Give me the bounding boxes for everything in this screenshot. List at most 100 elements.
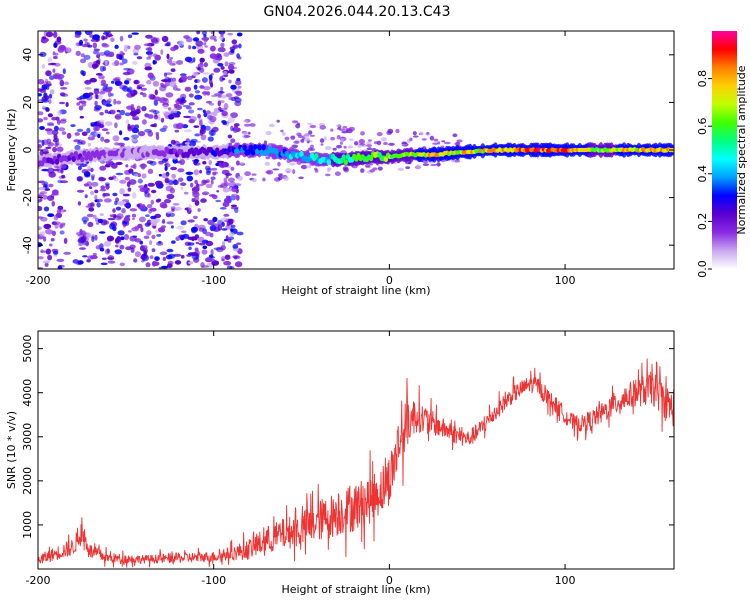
spectrogram-speckle [199,57,205,63]
spectrogram-speckle [194,94,203,100]
spectrogram-speckle [122,223,126,228]
spectrogram-speckle [336,124,342,127]
spectrogram-speckle [124,80,130,85]
spectrogram-speckle [165,116,170,119]
spectrogram-speckle [47,167,55,174]
spectrogram-speckle [203,42,207,46]
spectrogram-speckle [190,182,194,188]
spectrogram-speckle [104,88,112,92]
spectrogram-speckle [193,125,200,128]
spectrogram-speckle [277,161,281,167]
spectrogram-speckle [408,161,412,165]
spectrogram-speckle [244,123,251,127]
spectrogram-speckle [170,166,178,171]
spectrogram-speckle [338,128,346,131]
spectrogram-speckle [210,176,216,180]
spectrogram-speckle [203,86,211,91]
spectrogram-speckle [330,128,334,132]
spectrogram-speckle [38,256,44,260]
spectrogram-speckle [59,224,65,228]
spectrogram-speckle [187,219,195,223]
spectrogram-speckle [309,134,315,137]
spectrogram-speckle [134,251,141,258]
spectrogram-speckle [188,45,192,50]
spectrogram-speckle [92,34,100,40]
spectrogram-speckle [97,133,101,139]
spectrogram-speckle [140,87,147,91]
spectrogram-speckle [354,141,359,146]
spectrogram-speckle [138,216,146,223]
spectrogram-speckle [182,233,190,239]
spectrogram-speckle [223,260,232,266]
spectrogram-speckle [120,236,125,241]
spectrogram-speckle [61,131,67,135]
spectrogram-speckle [100,185,106,190]
spectrogram-speckle [126,105,134,110]
snr-x-tick-label: -100 [201,574,226,587]
spectrogram-ridge [94,149,100,156]
spectrogram-speckle [97,57,101,64]
spectrogram-speckle [60,167,64,174]
spectrogram-speckle [455,141,461,146]
spectrogram-speckle [107,260,116,264]
spectrogram-speckle [181,96,186,102]
spectrogram-speckle [97,218,104,224]
spectrogram-speckle [42,236,47,242]
spectrogram-speckle [94,100,98,107]
spectrogram-speckle [157,114,161,121]
spectrogram-speckle [133,258,138,263]
spectrogram-speckle [199,128,206,135]
spectrogram-speckle [45,108,50,112]
spectrogram-x-tick-label: 100 [555,274,576,287]
spectrogram-speckle [47,254,53,261]
spectrogram-speckle [91,181,99,187]
spectrogram-ylabel: Frequency (Hz) [5,109,18,192]
spectrogram-speckle [236,77,241,82]
spectrogram-speckle [265,130,272,136]
spectrogram-speckle [108,51,115,57]
spectrogram-speckle [332,147,337,151]
spectrogram-speckle [96,202,101,208]
spectrogram-speckle [219,89,224,96]
spectrogram-speckle [119,188,125,195]
spectrogram-speckle [435,163,442,166]
spectrogram-speckle [283,176,289,181]
spectrogram-speckle [342,126,348,129]
spectrogram-speckle [297,134,303,138]
spectrogram-speckle [184,56,193,62]
spectrogram-y-tick-label: -20 [21,189,34,207]
spectrogram-speckle [165,92,174,98]
spectrogram-ridge [257,144,262,151]
spectrogram-speckle [98,231,106,234]
spectrogram-speckle [39,197,43,202]
spectrogram-speckle [38,180,45,184]
spectrogram-speckle [324,146,332,151]
spectrogram-speckle [303,133,310,138]
spectrogram-speckle [342,166,349,172]
spectrogram-speckle [229,46,236,51]
spectrogram-speckle [334,171,341,176]
snr-x-tick-label: 100 [555,574,576,587]
spectrogram-speckle [209,115,217,123]
spectrogram-speckle [65,47,70,53]
spectrogram-speckle [222,187,230,193]
spectrogram-speckle [366,147,373,151]
spectrogram-speckle [94,105,102,110]
spectrogram-speckle [100,136,105,142]
spectrogram-speckle [217,62,224,67]
spectrogram-speckle [119,130,123,136]
spectrogram-speckle [300,164,308,170]
spectrogram-speckle [307,122,313,125]
colorbar-tick-label: 0.2 [696,213,709,231]
snr-y-tick-label: 5000 [21,335,34,363]
spectrogram-speckle [175,123,184,130]
spectrogram-speckle [99,165,107,171]
spectrogram-speckle [395,128,400,134]
spectrogram-speckle [170,139,176,145]
spectrogram-speckle [208,74,213,81]
spectrogram-speckle [300,139,305,143]
spectrogram-speckle [74,132,80,136]
spectrogram-speckle [308,130,313,135]
spectrogram-speckle [124,176,131,181]
spectrogram-speckle [224,254,231,260]
